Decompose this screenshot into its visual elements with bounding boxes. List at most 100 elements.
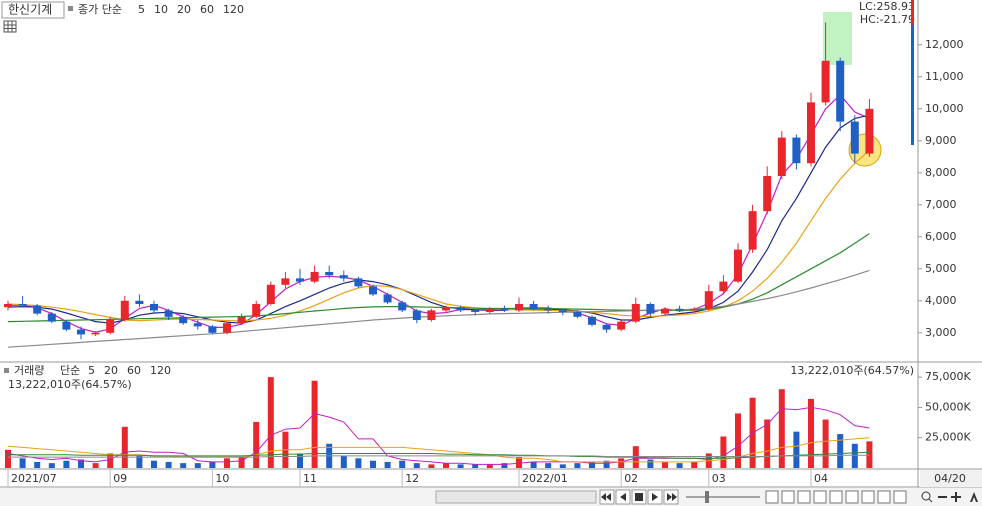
candle-body (442, 307, 450, 311)
table-icon[interactable] (3, 20, 17, 33)
candle-body (398, 302, 407, 311)
tool-btn[interactable] (765, 490, 779, 504)
volume-bar (63, 460, 70, 468)
candle-body (471, 310, 480, 312)
a-icon[interactable] (970, 492, 978, 502)
x-tick-label: 04 (814, 472, 828, 485)
volume-bar (165, 461, 172, 468)
candle-body (383, 294, 392, 303)
icon (928, 498, 933, 503)
volume-bar (866, 441, 873, 468)
candle-body (369, 286, 377, 295)
minus-icon[interactable] (938, 496, 947, 498)
candle-body (821, 60, 830, 103)
candle-body (850, 121, 859, 154)
y-tick-label: 50,000K (925, 400, 971, 413)
tool-btn[interactable] (893, 490, 907, 504)
table-icon-grid (4, 21, 16, 32)
volume-bar (19, 458, 26, 468)
nav-buttons (599, 489, 978, 505)
candle-body (150, 304, 158, 311)
candle-body (631, 304, 640, 322)
candle-body (223, 323, 231, 333)
volume-bar (530, 461, 537, 468)
moving-average-line (7, 269, 870, 348)
volume-bar (618, 458, 625, 468)
lc-bar (911, 0, 914, 25)
volume-bar (516, 457, 522, 468)
volume-bar (399, 460, 406, 468)
candle-body (106, 320, 115, 333)
legend-entry: 120 (223, 3, 244, 16)
candle-body (485, 308, 494, 312)
candle-body (792, 137, 801, 164)
volume-readout: 13,222,010주(64.57%) (8, 378, 132, 391)
x-tick-label: 12 (405, 472, 419, 485)
x-tick-label: 02 (624, 472, 638, 485)
tool-btn[interactable] (797, 490, 811, 504)
candle-body (661, 308, 669, 314)
legend-entry: 60 (127, 364, 141, 377)
lc-readout: LC:258.93 (859, 0, 915, 13)
tool-btn[interactable] (813, 490, 827, 504)
candle-body (310, 272, 319, 282)
legend-entry: 5 (88, 364, 95, 377)
legend-entry: 10 (154, 3, 168, 16)
volume-bar (486, 464, 493, 468)
candle-body (4, 304, 12, 308)
volume-bar (793, 431, 800, 468)
volume-bar (778, 389, 785, 468)
tool-btn[interactable] (845, 490, 859, 504)
scrollbar[interactable] (435, 490, 597, 504)
volume-bar (472, 464, 479, 468)
volume-bar (136, 455, 143, 468)
legend-marker (68, 6, 73, 11)
candle-body (763, 176, 772, 212)
candle-body (135, 300, 144, 304)
y-tick-label: 5,000 (925, 262, 957, 275)
tool-btn[interactable] (861, 490, 875, 504)
candle-body (354, 278, 363, 287)
volume-bar (311, 380, 318, 468)
volume-bar (691, 461, 698, 468)
plus-icon[interactable] (951, 492, 961, 502)
y-tick-label: 12,000 (925, 38, 964, 51)
volume-bar (647, 459, 654, 468)
candle-body (208, 326, 217, 333)
hc-readout: HC:-21.79 (860, 13, 915, 26)
volume-bar (340, 455, 347, 468)
y-tick-label: 4,000 (925, 294, 957, 307)
price-legend-title: 종가 단순 (78, 3, 122, 16)
x-end-label: 04/20 (934, 472, 966, 485)
volume-bar (78, 459, 84, 468)
zoom-icon[interactable] (921, 491, 931, 501)
candle-body (573, 312, 582, 317)
tool-btn[interactable] (877, 490, 891, 504)
stock-name-box[interactable] (1, 1, 65, 19)
y-tick-label: 8,000 (925, 166, 957, 179)
volume-bar (443, 463, 449, 468)
candle-body (544, 308, 553, 311)
volume-bar (384, 461, 391, 468)
tool-btn[interactable] (781, 490, 795, 504)
volume-bar (209, 461, 216, 468)
volume-bar (720, 436, 727, 468)
zoom-thumb[interactable] (705, 491, 709, 503)
legend-entry: 120 (150, 364, 171, 377)
candle-body (748, 211, 757, 250)
volume-bar (48, 463, 55, 468)
candle-body (266, 284, 275, 304)
volume-bar (355, 458, 362, 468)
volume-ma-title: 단순 (60, 364, 80, 377)
volume-legend-title: 거래량 (14, 364, 44, 377)
legend-entry: 20 (177, 3, 191, 16)
candle-body (777, 137, 786, 176)
legend-entry: 20 (104, 364, 118, 377)
volume-bar (428, 464, 435, 468)
volume-bar (107, 453, 114, 468)
stock-name[interactable]: 한신기계 (8, 3, 52, 17)
tool-btn[interactable] (829, 490, 843, 504)
candle-body (62, 321, 71, 330)
volume-bar (297, 453, 303, 468)
